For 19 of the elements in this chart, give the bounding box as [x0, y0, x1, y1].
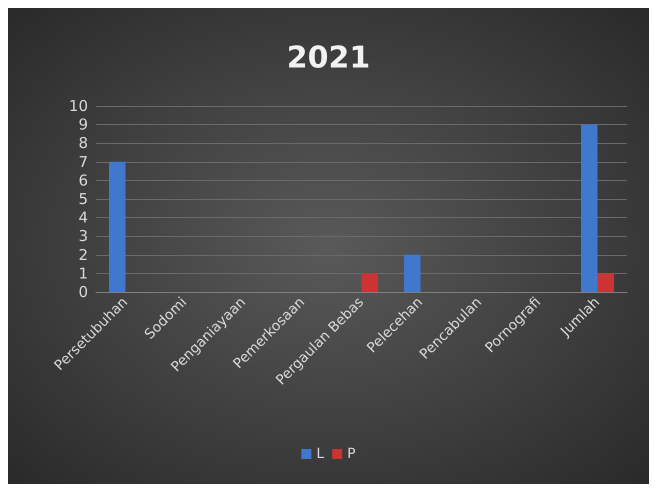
- y-tick-label: 10: [68, 97, 88, 115]
- y-tick-label: 7: [78, 152, 88, 171]
- y-tick-label: 0: [78, 283, 88, 301]
- bar: [404, 254, 420, 292]
- y-tick-label: 2: [78, 246, 88, 264]
- y-tick-label: 3: [78, 227, 88, 246]
- y-tick-label: 1: [78, 264, 88, 282]
- bar: [362, 273, 378, 292]
- bar: [598, 273, 614, 292]
- y-tick-label: 8: [78, 134, 88, 152]
- y-tick-label: 5: [78, 190, 88, 208]
- bar: [108, 162, 126, 292]
- bar: [580, 124, 598, 292]
- legend-label: L: [316, 446, 324, 462]
- legend-label: P: [347, 446, 356, 462]
- y-tick-label: 4: [78, 208, 88, 227]
- y-tick-label: 9: [78, 116, 88, 134]
- y-tick-label: 6: [78, 171, 88, 190]
- chart-title: 2021: [286, 40, 370, 76]
